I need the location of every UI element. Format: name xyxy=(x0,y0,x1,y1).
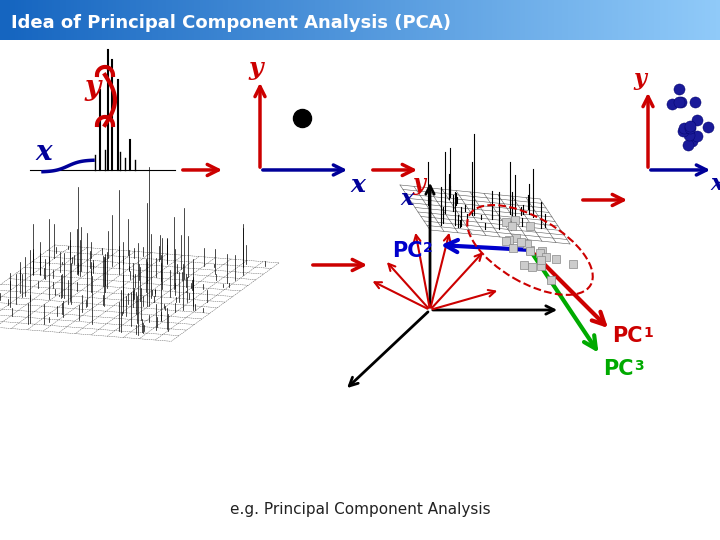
Text: y: y xyxy=(412,173,425,195)
Text: y: y xyxy=(633,68,646,90)
Text: y: y xyxy=(248,56,263,80)
Text: 3: 3 xyxy=(634,359,644,373)
Text: x: x xyxy=(35,139,52,166)
Text: x: x xyxy=(350,173,365,197)
Text: PC: PC xyxy=(392,241,423,261)
Text: e.g. Principal Component Analysis: e.g. Principal Component Analysis xyxy=(230,503,490,517)
Text: x: x xyxy=(400,188,413,210)
Text: x: x xyxy=(710,173,720,195)
Text: 2: 2 xyxy=(423,241,433,255)
Text: Idea of Principal Component Analysis (PCA): Idea of Principal Component Analysis (PC… xyxy=(11,14,451,32)
Text: y: y xyxy=(85,74,101,101)
Text: PC: PC xyxy=(603,359,634,379)
Text: 1: 1 xyxy=(643,326,653,340)
Text: PC: PC xyxy=(612,326,642,346)
